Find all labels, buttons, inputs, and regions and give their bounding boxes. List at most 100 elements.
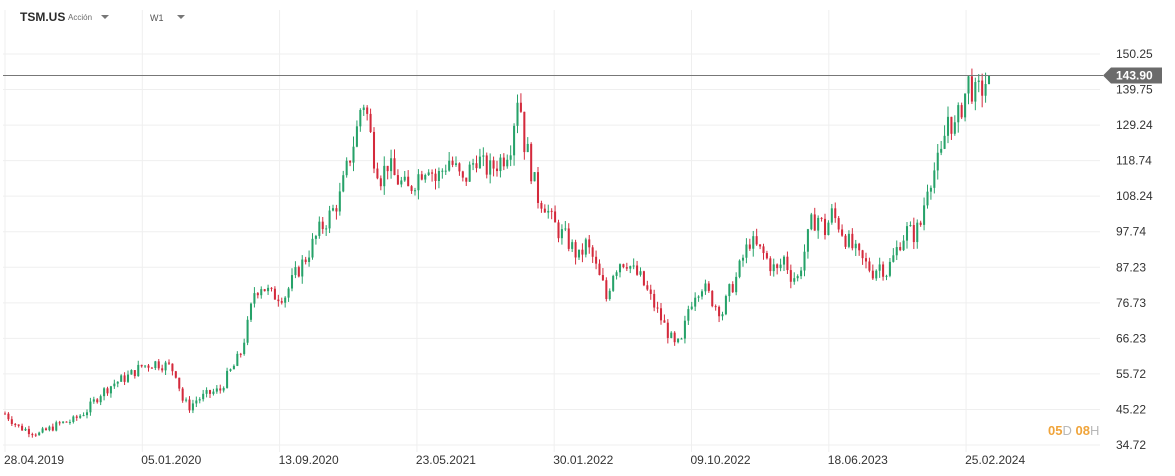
candle <box>769 256 772 276</box>
candle <box>646 280 649 291</box>
candle <box>366 105 369 121</box>
candle-body <box>167 362 171 364</box>
symbol-dropdown-icon[interactable] <box>101 15 109 19</box>
candle-body <box>38 432 41 436</box>
candle-body <box>126 374 130 382</box>
candle <box>79 414 82 419</box>
candle <box>232 364 235 370</box>
candle <box>120 374 123 382</box>
candle <box>837 216 840 233</box>
candle <box>277 294 280 307</box>
y-tick-label: 66.23 <box>1116 331 1146 345</box>
candle <box>314 234 317 245</box>
candle-body <box>147 365 150 368</box>
candle <box>629 265 632 274</box>
candle-body <box>714 306 717 308</box>
candle <box>96 398 99 404</box>
candle <box>362 104 365 116</box>
candle-body <box>882 264 885 277</box>
candle-body <box>198 399 201 401</box>
candle-body <box>707 283 710 291</box>
candle-body <box>89 401 92 413</box>
x-tick-label: 13.09.2020 <box>279 453 339 467</box>
candle-body <box>157 361 160 369</box>
candle-body <box>396 175 399 185</box>
candle-body <box>666 322 669 338</box>
candle-body <box>232 365 235 370</box>
candle-body <box>892 255 895 262</box>
candle-body <box>366 107 369 114</box>
candle <box>711 290 714 308</box>
candle <box>434 168 437 190</box>
candle-body <box>625 267 628 269</box>
candle <box>417 169 420 200</box>
candle-body <box>533 172 536 182</box>
candle <box>871 264 874 280</box>
candle-body <box>919 222 922 225</box>
candle-body <box>31 434 34 436</box>
y-tick-label: 87.23 <box>1116 260 1146 274</box>
candle-body <box>99 396 102 403</box>
candle-body <box>830 208 833 223</box>
candle-body <box>174 371 177 378</box>
candle <box>400 176 403 188</box>
candle-body <box>212 391 215 394</box>
candle-body <box>65 421 68 423</box>
candle-body <box>499 157 502 172</box>
candle <box>294 261 297 279</box>
candle-body <box>260 289 263 296</box>
candle-body <box>765 253 768 259</box>
candle <box>349 160 352 167</box>
candle <box>383 156 386 195</box>
candle-body <box>195 400 198 404</box>
candle-body <box>656 307 659 309</box>
candle-body <box>345 160 348 176</box>
candle-body <box>294 267 297 276</box>
candle <box>188 396 191 413</box>
candle-body <box>502 157 505 167</box>
candle <box>273 286 276 300</box>
symbol-label[interactable]: TSM.US <box>20 10 66 24</box>
candle-body <box>663 320 666 323</box>
candle <box>724 294 727 316</box>
candle <box>601 268 604 282</box>
candle-body <box>79 415 82 418</box>
candle-body <box>793 278 796 282</box>
candle-body <box>427 172 430 175</box>
candle-body <box>735 276 738 293</box>
candle-body <box>926 191 929 206</box>
candle <box>786 251 789 274</box>
candle-body <box>875 270 878 279</box>
countdown-days-unit: D <box>1062 423 1072 438</box>
x-tick-label: 25.02.2024 <box>965 453 1025 467</box>
candle-body <box>318 221 321 236</box>
timeframe-label[interactable]: W1 <box>150 13 164 23</box>
candle-body <box>888 261 891 276</box>
timeframe-dropdown-icon[interactable] <box>177 15 185 19</box>
candle <box>236 351 239 367</box>
candle <box>489 153 492 184</box>
candle <box>475 155 478 173</box>
candle <box>215 385 218 394</box>
candle <box>482 147 485 167</box>
candle-body <box>509 155 512 160</box>
candle <box>933 162 936 194</box>
candle-body <box>290 275 294 289</box>
candle-body <box>171 363 174 372</box>
candle <box>509 145 512 167</box>
candle <box>106 386 109 396</box>
candle <box>793 272 796 285</box>
candle-body <box>75 416 78 418</box>
candle <box>355 120 358 148</box>
candle-body <box>598 263 601 276</box>
candle <box>103 387 106 401</box>
candle-body <box>844 235 847 247</box>
candle-body <box>718 306 721 317</box>
candle <box>448 152 451 172</box>
candle <box>17 424 20 428</box>
candle <box>301 255 304 284</box>
candle <box>502 153 505 171</box>
candle <box>841 224 844 237</box>
candle-body <box>813 214 816 231</box>
